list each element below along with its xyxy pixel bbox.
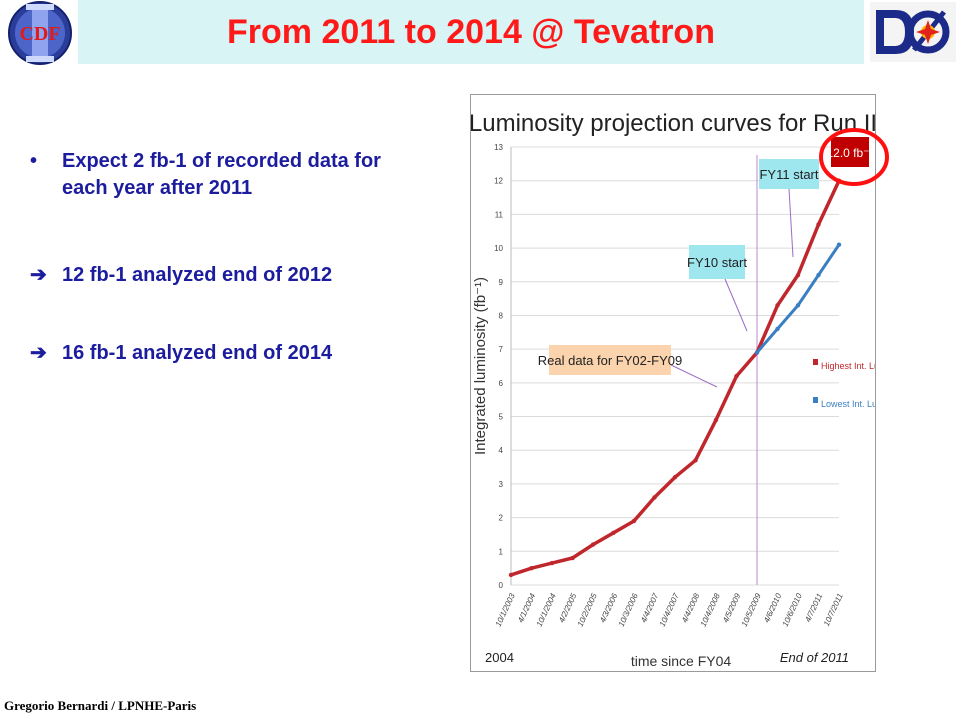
x-tick-label: 4/6/2010	[762, 592, 784, 625]
series-line-lowest	[755, 243, 841, 354]
data-point	[775, 326, 780, 332]
x-tick-label: 10/4/2008	[699, 592, 722, 629]
y-tick-label: 11	[495, 210, 504, 219]
arrow-text-2: 16 fb-1 analyzed end of 2014	[62, 342, 333, 364]
data-point	[795, 303, 801, 308]
slide-title: From 2011 to 2014 @ Tevatron	[227, 13, 715, 51]
x-tick-label: 10/6/2010	[781, 592, 804, 629]
annotation-real-data-box	[549, 345, 671, 375]
annotation-12fb-box	[831, 137, 869, 167]
y-tick-label: 7	[499, 345, 504, 354]
arrow-item-1: ➔ 12 fb-1 analyzed end of 2012	[30, 262, 450, 289]
data-point	[754, 350, 760, 355]
y-tick-label: 1	[499, 547, 504, 556]
data-point	[549, 560, 555, 566]
y-tick-label: 4	[499, 446, 504, 455]
chart-grid	[510, 146, 839, 586]
x-tick-label: 4/3/2006	[598, 592, 620, 625]
data-point	[775, 303, 780, 308]
data-point	[611, 530, 616, 535]
y-tick-label: 9	[499, 278, 504, 287]
arrow-icon: ➔	[30, 342, 47, 364]
data-point	[672, 474, 678, 480]
pointer-fy11	[788, 188, 794, 258]
data-point	[836, 242, 842, 247]
data-point	[816, 272, 821, 278]
arrow-text-1: 12 fb-1 analyzed end of 2012	[62, 264, 333, 286]
series-group	[508, 178, 842, 578]
svg-text:CDF: CDF	[19, 23, 60, 45]
data-point	[693, 458, 698, 463]
dzero-logo	[870, 2, 956, 62]
legend-swatch-highest	[813, 359, 818, 365]
x-tick-label: 10/4/2007	[658, 592, 681, 629]
x-axis-label: time since FY04	[631, 653, 732, 669]
chart-title: Luminosity projection curves for Run II	[471, 110, 875, 137]
cdf-logo: CDF	[8, 1, 72, 65]
arrow-icon: ➔	[30, 264, 47, 286]
data-point	[652, 495, 657, 500]
x-tick-label: 4/4/2008	[680, 592, 702, 625]
x-tick-label: 10/3/2006	[617, 592, 640, 629]
pointer-fy10	[724, 278, 748, 332]
annotation-12fb: 12.0 fb⁻¹	[826, 146, 873, 160]
data-point	[590, 542, 596, 547]
annotation-fy11: FY11 start	[759, 167, 818, 182]
x-tick-label: 10/1/2004	[535, 592, 558, 629]
y-axis-label: Integrated luminosity (fb⁻¹)	[472, 277, 489, 455]
data-point	[631, 518, 637, 524]
data-point	[816, 222, 821, 227]
x-tick-label: 4/7/2011	[803, 592, 824, 623]
series-line-highest	[510, 179, 841, 577]
arrow-item-2: ➔ 16 fb-1 analyzed end of 2014	[30, 340, 450, 367]
bullet-dot: •	[30, 150, 38, 172]
annotation-fy10: FY10 start	[687, 255, 747, 270]
pointer-real-data	[670, 364, 718, 388]
chart-frame: Luminosity projection curves for Run II …	[469, 94, 887, 672]
data-point	[795, 272, 801, 278]
annotation-fy11-box	[759, 159, 819, 189]
x-tick-label: 10/5/2009	[740, 592, 763, 629]
x-tick-label: 10/7/2011	[822, 592, 845, 628]
y-tick-label: 3	[499, 480, 504, 489]
data-point	[529, 565, 534, 571]
corner-label-start: 2004	[485, 650, 514, 665]
data-point	[508, 572, 514, 578]
x-tick-label: 10/2/2005	[576, 592, 599, 629]
y-tick-label: 0	[499, 581, 504, 590]
x-tick-label: 4/2/2005	[557, 592, 579, 625]
x-tick-label: 4/4/2007	[639, 592, 661, 625]
data-point	[713, 417, 719, 423]
title-band	[78, 0, 864, 64]
luminosity-chart: Luminosity projection curves for Run II …	[469, 110, 887, 669]
annotation-real-data: Real data for FY02-FY09	[538, 353, 683, 368]
legend-label-lowest: Lowest Int. Lum	[821, 399, 875, 409]
y-tick-label: 12	[494, 177, 503, 186]
footer-author: Gregorio Bernardi / LPNHE-Paris	[4, 698, 197, 713]
x-tick-label: 10/1/2003	[494, 592, 517, 629]
bullet-text: Expect 2 fb-1 of recorded data for each …	[62, 150, 381, 199]
x-tick-label: 4/5/2009	[721, 592, 743, 625]
legend-swatch-lowest	[813, 397, 818, 403]
y-tick-label: 6	[499, 379, 504, 388]
data-point	[734, 373, 739, 379]
corner-label-end: End of 2011	[780, 650, 849, 665]
y-tick-label: 13	[494, 143, 503, 152]
y-tick-label: 8	[499, 311, 504, 320]
y-tick-label: 5	[499, 413, 504, 422]
y-tick-label: 10	[494, 244, 503, 253]
highlight-circle	[819, 128, 889, 186]
x-tick-label: 4/1/2004	[516, 592, 538, 625]
legend-label-highest: Highest Int. Lum	[821, 361, 875, 371]
y-tick-label: 2	[499, 514, 504, 523]
annotation-fy10-box	[689, 245, 745, 279]
data-point	[570, 555, 575, 561]
annotation-pointers	[670, 188, 794, 388]
